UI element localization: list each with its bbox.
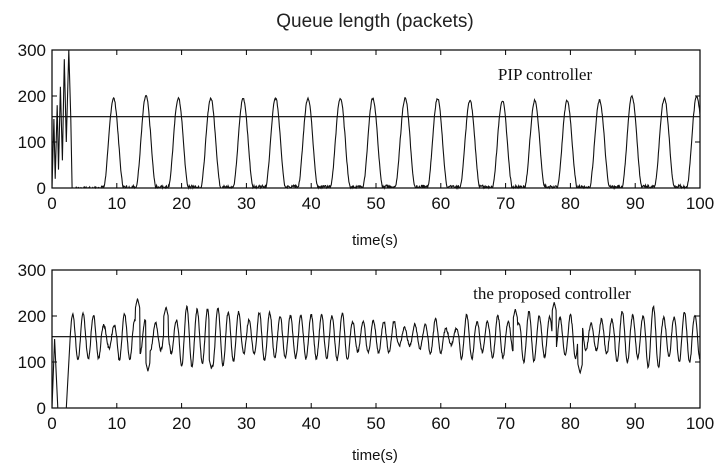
x-tick-label: 40 (302, 194, 321, 213)
figure-title: Queue length (packets) (276, 11, 474, 32)
x-axis-label: time(s) (352, 447, 398, 464)
x-tick-label: 90 (626, 414, 645, 433)
x-tick-label: 90 (626, 194, 645, 213)
chart-annotation: the proposed controller (473, 284, 631, 303)
x-tick-label: 20 (172, 414, 191, 433)
series-line (51, 297, 701, 409)
x-tick-label: 0 (47, 414, 56, 433)
chart-proposed-controller: the proposed controller time(s) 0 10 20 30 4… (18, 261, 715, 464)
y-tick-label: 200 (18, 87, 46, 106)
y-tick-label: 100 (18, 353, 46, 372)
x-tick-label: 100 (686, 194, 714, 213)
y-tick-label: 300 (18, 261, 46, 280)
x-tick-label: 40 (302, 414, 321, 433)
y-tick-label: 100 (18, 133, 46, 152)
chart-pip-controller: PIP controller time(s) 0 10 20 30 40 50 60 70 80… (18, 41, 715, 249)
x-tick-label: 60 (431, 414, 450, 433)
y-tick-label: 0 (37, 399, 46, 418)
x-tick-label: 80 (561, 194, 580, 213)
y-tick-label: 300 (18, 41, 46, 60)
x-axis-label: time(s) (352, 232, 398, 249)
x-tick-label: 30 (237, 414, 256, 433)
x-tick-label: 50 (367, 194, 386, 213)
x-tick-label: 60 (431, 194, 450, 213)
x-tick-label: 80 (561, 414, 580, 433)
x-tick-label: 20 (172, 194, 191, 213)
x-tick-label: 10 (107, 414, 126, 433)
x-tick-label: 0 (47, 194, 56, 213)
x-tick-label: 10 (107, 194, 126, 213)
x-tick-label: 70 (496, 194, 515, 213)
x-tick-label: 70 (496, 414, 515, 433)
series-line (51, 49, 701, 191)
x-tick-label: 30 (237, 194, 256, 213)
chart-annotation: PIP controller (498, 65, 593, 84)
y-tick-label: 0 (37, 179, 46, 198)
x-tick-label: 50 (367, 414, 386, 433)
y-tick-label: 200 (18, 307, 46, 326)
x-tick-label: 100 (686, 414, 714, 433)
